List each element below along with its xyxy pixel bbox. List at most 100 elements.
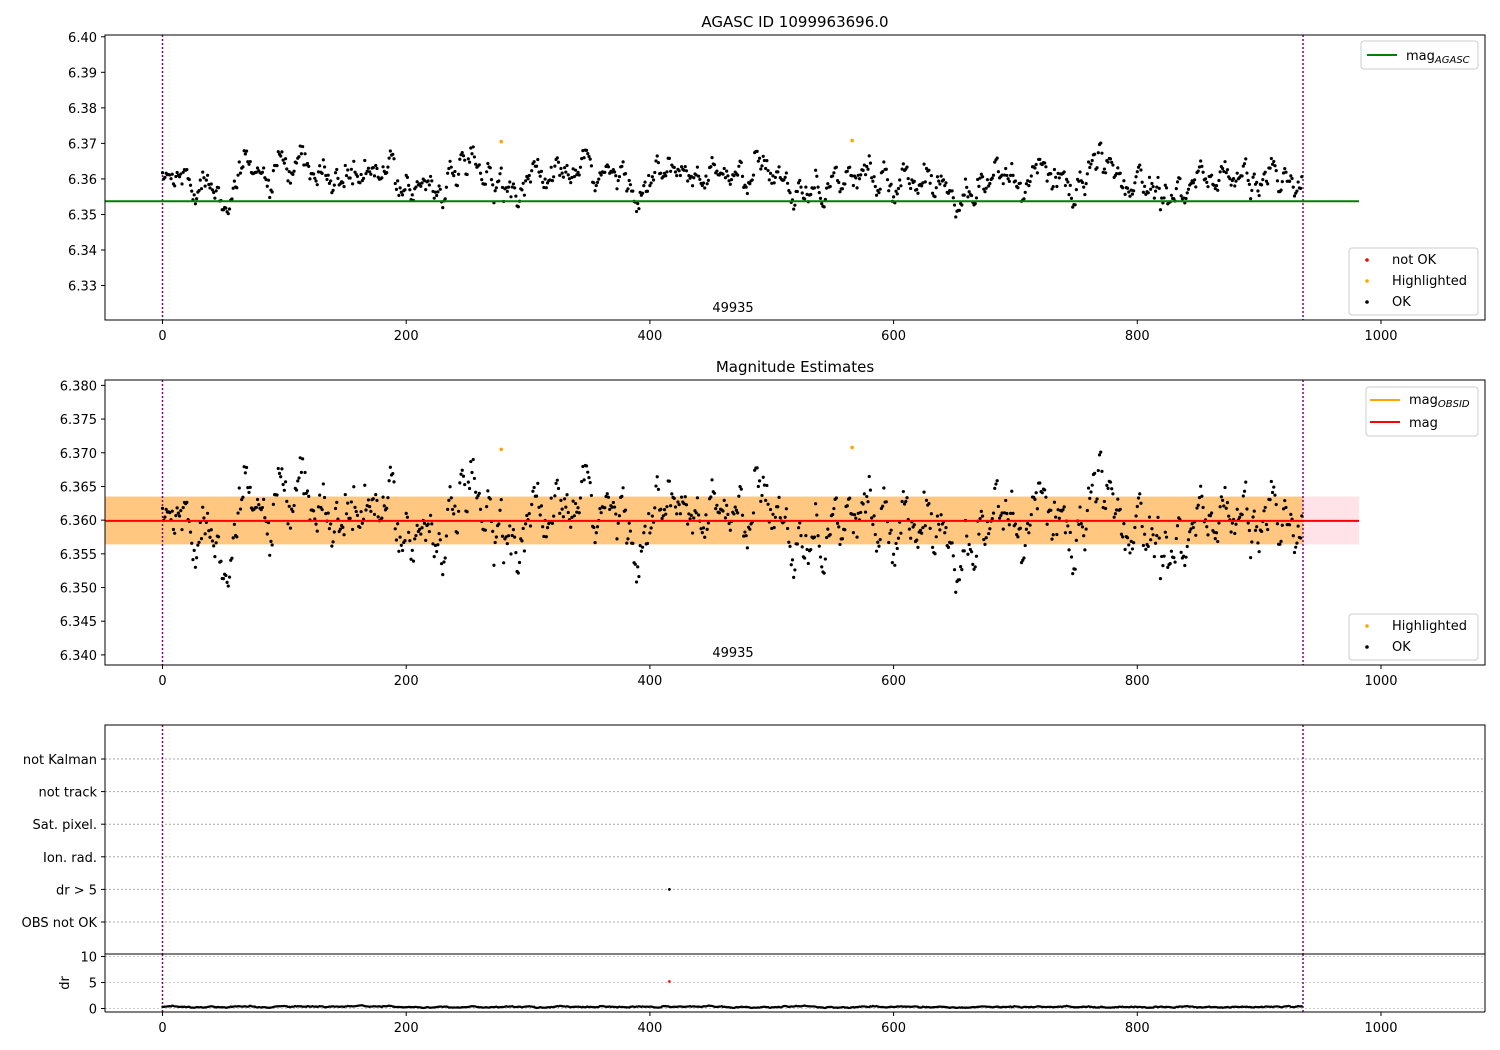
ok-point [460, 151, 464, 155]
ok-point [288, 526, 293, 530]
ok-point [299, 470, 304, 474]
ok-point [569, 525, 573, 529]
ok-point [525, 513, 529, 518]
ok-point [195, 197, 199, 201]
ok-point [1283, 166, 1287, 171]
ok-point [1000, 173, 1004, 177]
ok-point [785, 526, 790, 531]
ok-point [1133, 181, 1137, 185]
ok-point [901, 162, 905, 166]
ok-point [180, 528, 184, 532]
ok-point [798, 521, 802, 525]
ok-point [1002, 511, 1007, 515]
ok-point [398, 535, 402, 539]
ok-point [216, 186, 221, 190]
ok-point [538, 174, 542, 178]
ok-point [513, 186, 517, 190]
ok-point [231, 186, 235, 190]
ok-point [571, 167, 575, 171]
ok-point [419, 184, 423, 188]
ok-point [1249, 556, 1253, 560]
panel2-annotation: 49935 [712, 646, 753, 661]
ok-point [863, 510, 868, 514]
ok-point [704, 174, 708, 178]
ok-point [1298, 536, 1303, 540]
ok-point [673, 505, 678, 509]
ok-point [764, 498, 768, 502]
ok-point [470, 470, 474, 475]
ok-point [1256, 189, 1260, 193]
ok-point [422, 521, 427, 525]
ok-point [788, 191, 792, 195]
ok-point [1186, 187, 1191, 191]
ok-point [670, 492, 674, 496]
ok-point [1043, 161, 1047, 165]
ok-point [1233, 184, 1237, 188]
ok-point [1007, 523, 1011, 527]
ok-point [987, 531, 991, 536]
ok-point [653, 506, 657, 510]
ok-point [313, 517, 317, 521]
ok-point [435, 549, 439, 554]
ok-point [458, 481, 462, 485]
ok-point [1189, 181, 1193, 186]
ok-point [231, 536, 235, 540]
ok-point [465, 172, 469, 177]
ok-point [1259, 183, 1264, 187]
ok-point [1113, 512, 1117, 516]
ok-point [1184, 555, 1188, 559]
ok-point [737, 494, 741, 498]
ok-point [832, 171, 836, 175]
ok-point [1210, 511, 1214, 515]
ok-point [1257, 550, 1261, 554]
x-tick-label: 400 [637, 1021, 662, 1036]
ok-point [950, 541, 954, 545]
ok-point [739, 160, 743, 165]
ok-point [1029, 512, 1033, 517]
ok-point [288, 181, 293, 185]
ok-point [969, 550, 974, 554]
ok-point [566, 173, 570, 177]
panel2-title: Magnitude Estimates [716, 358, 874, 376]
ok-point [1132, 541, 1136, 545]
ok-point [363, 158, 367, 163]
ok-point [916, 191, 920, 195]
ok-point [1083, 548, 1087, 552]
ok-point [855, 186, 859, 190]
ok-point [352, 159, 356, 163]
ok-point [271, 502, 275, 506]
ok-point [1245, 507, 1249, 511]
ok-point [394, 538, 399, 542]
ok-point [889, 528, 893, 532]
ok-point [1185, 544, 1189, 549]
ok-point [1163, 530, 1167, 534]
ok-point [887, 540, 891, 545]
ok-point [972, 567, 976, 571]
ok-point [1018, 181, 1022, 185]
ok-point [369, 509, 373, 513]
ok-point [1122, 522, 1126, 526]
ok-point [971, 562, 975, 566]
ok-point [277, 471, 282, 475]
ok-point [1275, 179, 1280, 183]
ok-point [662, 508, 667, 512]
ok-point [420, 526, 424, 530]
ok-point [951, 554, 955, 558]
ok-point [1291, 185, 1295, 189]
ok-point [800, 545, 804, 549]
ok-point [806, 561, 810, 566]
ok-point [350, 182, 355, 186]
ok-point [470, 152, 474, 156]
ok-point [1255, 180, 1259, 184]
ok-point [1300, 175, 1304, 179]
ok-point [576, 506, 580, 510]
ok-point [611, 500, 615, 505]
flag-label: Sat. pixel. [33, 818, 97, 833]
panel1-plot: 0 200 400 600 800 10006.336.346.356.366.376.3… [68, 31, 1486, 344]
ok-point [1079, 522, 1083, 526]
ok-point [894, 189, 898, 193]
ok-point [695, 165, 700, 169]
ok-point [899, 531, 903, 535]
ok-point [455, 531, 459, 535]
ok-point [888, 531, 892, 535]
